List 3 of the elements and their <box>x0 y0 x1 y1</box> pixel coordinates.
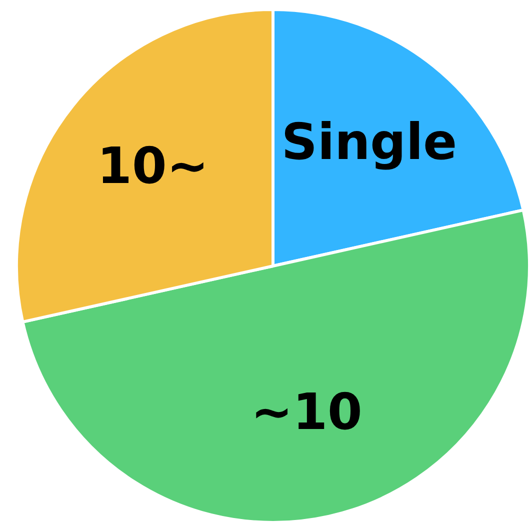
slice-label: 10~ <box>97 136 209 195</box>
slice-label: ~10 <box>250 383 362 442</box>
slice-label: Single <box>281 112 458 171</box>
